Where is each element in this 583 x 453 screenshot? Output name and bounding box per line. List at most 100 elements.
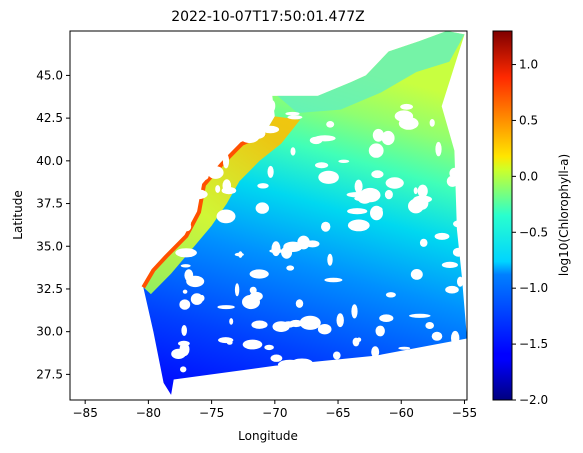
cloud-gap [368,143,384,158]
cloud-gap [179,299,191,310]
cloud-gap [379,314,394,323]
cloud-gap [398,346,411,350]
cloud-gap [453,220,464,228]
cloud-gap [182,289,188,294]
cloud-gap [347,208,368,215]
cloud-gap [171,180,183,190]
cloud-gap [419,238,428,247]
cloud-gap [199,112,215,117]
cloud-gap [372,128,384,142]
y-tick-label: 32.5 [36,282,63,296]
cloud-gap [289,319,303,328]
plot-frame [69,30,468,401]
cloud-gap [338,159,350,163]
cloud-gap [186,138,202,147]
y-axis-label: Latitude [11,190,25,239]
cloud-gap [445,285,459,294]
cloud-gap [375,325,385,337]
cloud-gap [413,187,418,195]
cloud-gap [234,252,244,257]
cloud-gap [351,304,358,319]
cloud-gap [172,216,191,231]
cloud-gap [417,184,428,198]
cloud-gap [441,352,454,361]
cloud-gap [314,135,336,142]
cloud-gap [385,177,404,189]
cloud-gap [180,366,187,373]
cloud-gap [429,119,435,127]
y-tick-label: 27.5 [36,367,63,381]
cloud-gap [409,313,431,318]
cloud-gap [290,147,296,156]
cloud-gap [425,322,435,329]
cloud-gap [354,179,363,194]
y-tick-label: 40.0 [36,154,63,168]
y-tick-label: 30.0 [36,325,63,339]
cloud-gap [234,283,240,297]
coastal-fringe [141,131,266,289]
x-tick-label: −60 [389,406,414,420]
cloud-gap [242,339,263,350]
cloud-gap [408,198,424,214]
cloud-gap [371,170,384,179]
cloud-gap [449,167,461,179]
colorbar-ticks: −2.0 −1.5 −1.0 −0.5 0.0 0.5 1.0 [512,58,548,407]
cloud-gap [371,346,380,358]
cloud-gap [321,221,331,232]
cloud-gap [410,269,423,280]
cloud-gap [267,165,274,178]
chart-title: 2022-10-07T17:50:01.477Z [171,9,365,25]
x-tick-label: −85 [73,406,98,420]
cloud-gap [176,102,190,116]
cloud-gap [270,354,283,362]
cloud-gap [400,103,413,110]
cloud-gap [370,205,383,221]
cloud-gap [327,253,333,266]
colorbar-tick-label: −1.0 [519,281,548,295]
cloud-gap [450,103,458,113]
colorbar-tick-label: 0.5 [519,113,538,127]
cloud-gap [326,121,335,128]
cloud-gap [242,294,260,310]
cloud-gap [310,371,322,376]
cloud-gap [431,331,443,341]
colorbar-label: log10(Chlorophyll-a) [557,154,571,276]
cloud-gap [283,241,303,252]
cloud-gap [385,292,396,298]
cloud-gap [226,340,233,345]
cloud-gap [452,247,464,257]
x-axis: −85 −80 −75 −70 −65 −60 −55 [73,400,477,420]
cloud-gap [299,315,321,330]
northern-shelf-patch [277,31,465,113]
y-tick-label: 42.5 [36,111,63,125]
cloud-gap [221,187,237,195]
colorbar-tick-label: 1.0 [519,58,538,72]
cloud-gap [324,277,343,283]
y-tick-label: 37.5 [36,197,63,211]
cloud-gap [217,305,235,310]
x-tick-label: −80 [136,406,161,420]
cloud-gap [336,313,344,328]
cloud-gap [317,324,332,335]
cloud-gap [249,269,269,279]
cloud-gap [272,321,290,332]
cloud-gap [207,166,224,179]
cloud-gap [180,264,191,268]
cloud-gap [394,110,414,122]
cloud-gap [381,130,395,146]
x-tick-label: −75 [199,406,224,420]
cloud-gap [216,209,236,224]
cloud-gap [287,115,303,120]
y-axis: 27.5 30.0 32.5 35.0 37.5 40.0 42.5 45.0 [36,68,70,381]
cloud-gap [269,248,284,254]
cloud-gap [347,219,370,232]
cloud-gap [199,173,209,181]
cloud-gap [384,189,393,200]
colorbar-tick-label: −2.0 [519,393,548,407]
cloud-gap [330,367,346,375]
cloud-gap [251,320,268,329]
cloud-gap [184,269,194,282]
y-tick-label: 35.0 [36,239,63,253]
cloud-gap [251,116,269,126]
